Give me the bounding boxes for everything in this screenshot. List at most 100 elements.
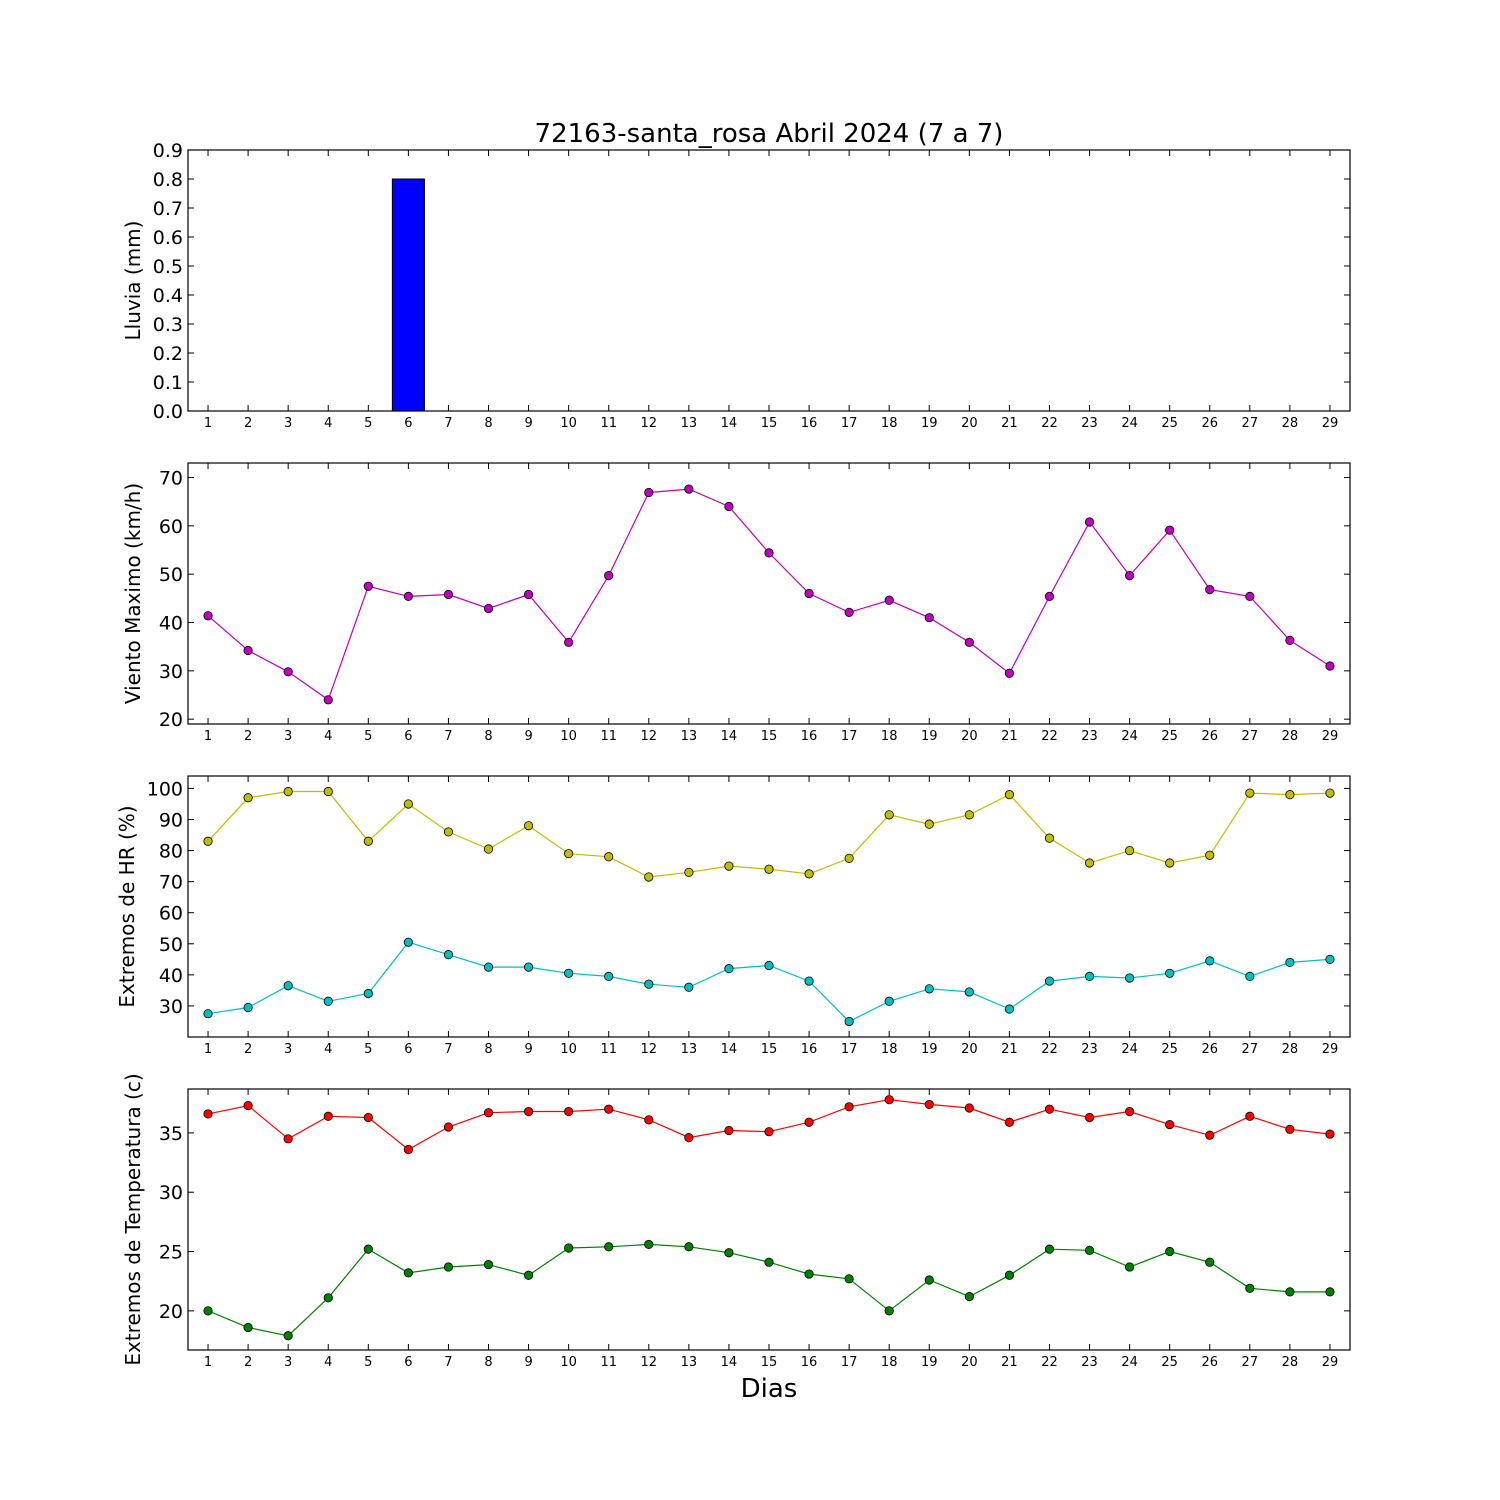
data-point bbox=[1245, 788, 1255, 798]
x-tick-label: 24 bbox=[1121, 729, 1138, 744]
data-point bbox=[443, 950, 454, 960]
y-tick-label: 0.9 bbox=[153, 140, 183, 162]
x-tick-label: 6 bbox=[404, 416, 412, 431]
x-tick-label: 9 bbox=[524, 1042, 532, 1057]
data-point bbox=[323, 695, 333, 705]
x-tick-label: 18 bbox=[881, 416, 898, 431]
data-point bbox=[1205, 850, 1215, 860]
x-tick-label: 20 bbox=[961, 416, 978, 431]
data-point bbox=[724, 1248, 734, 1258]
data-point bbox=[1125, 973, 1135, 983]
x-tick-label: 10 bbox=[560, 729, 577, 744]
data-point bbox=[724, 964, 734, 974]
x-tick-label: 23 bbox=[1081, 729, 1098, 744]
data-point bbox=[644, 872, 654, 882]
x-tick-label: 25 bbox=[1161, 729, 1178, 744]
x-tick-label: 23 bbox=[1081, 416, 1098, 431]
data-point bbox=[804, 588, 814, 599]
data-point bbox=[1285, 957, 1295, 968]
x-tick-label: 20 bbox=[961, 729, 978, 744]
y-axis-label: Viento Maximo (km/h) bbox=[121, 483, 145, 704]
x-tick-label: 13 bbox=[681, 1042, 698, 1057]
data-point bbox=[924, 819, 934, 829]
chart-title: 72163-santa_rosa Abril 2024 (7 a 7) bbox=[535, 119, 1004, 149]
data-point bbox=[483, 603, 494, 614]
data-point bbox=[924, 613, 934, 623]
data-point bbox=[1205, 956, 1215, 966]
x-tick-label: 17 bbox=[841, 416, 858, 431]
x-tick-label: 13 bbox=[681, 416, 698, 431]
data-point bbox=[243, 793, 253, 803]
x-tick-label: 24 bbox=[1121, 416, 1138, 431]
data-point bbox=[764, 1127, 774, 1137]
data-point bbox=[604, 571, 614, 581]
data-point bbox=[724, 501, 734, 512]
data-point bbox=[443, 827, 454, 837]
x-tick-label: 1 bbox=[204, 1042, 212, 1057]
y-tick-label: 20 bbox=[159, 1301, 183, 1323]
x-tick-label: 14 bbox=[721, 1042, 738, 1057]
data-point bbox=[363, 988, 373, 999]
data-point bbox=[924, 984, 934, 994]
x-tick-label: 2 bbox=[244, 416, 252, 431]
series-line bbox=[207, 790, 1331, 878]
data-point bbox=[283, 1331, 293, 1341]
x-tick-label: 14 bbox=[721, 729, 738, 744]
data-point bbox=[1125, 845, 1135, 856]
data-point bbox=[1245, 1283, 1255, 1293]
x-tick-label: 5 bbox=[364, 729, 372, 744]
x-tick-label: 29 bbox=[1322, 416, 1339, 431]
x-tick-label: 8 bbox=[484, 1042, 492, 1057]
x-tick-label: 2 bbox=[244, 729, 252, 744]
x-tick-label: 13 bbox=[681, 729, 698, 744]
x-tick-label: 19 bbox=[921, 1355, 938, 1370]
data-point bbox=[804, 976, 814, 986]
plot-frame bbox=[187, 462, 1351, 725]
data-point bbox=[443, 1262, 454, 1272]
data-point bbox=[363, 581, 373, 591]
x-axis-label: Dias bbox=[741, 1374, 798, 1404]
x-tick-label: 21 bbox=[1001, 1355, 1018, 1370]
x-tick-label: 7 bbox=[444, 1355, 452, 1370]
x-tick-label: 12 bbox=[641, 729, 658, 744]
y-tick-label: 70 bbox=[159, 872, 183, 894]
x-tick-label: 25 bbox=[1161, 1355, 1178, 1370]
data-point bbox=[523, 589, 534, 600]
x-tick-label: 17 bbox=[841, 1355, 858, 1370]
x-tick-label: 29 bbox=[1322, 729, 1339, 744]
data-point bbox=[1084, 971, 1095, 982]
x-tick-label: 3 bbox=[284, 1042, 292, 1057]
data-point bbox=[523, 821, 534, 831]
y-tick-label: 0.4 bbox=[153, 285, 183, 307]
data-point bbox=[1325, 788, 1335, 798]
data-point bbox=[403, 1144, 413, 1155]
x-tick-label: 4 bbox=[324, 729, 332, 744]
data-point bbox=[724, 861, 734, 871]
data-point bbox=[363, 1112, 373, 1123]
x-tick-label: 12 bbox=[641, 1042, 658, 1057]
y-tick-label: 0.1 bbox=[153, 372, 183, 394]
x-tick-label: 25 bbox=[1161, 1042, 1178, 1057]
x-tick-label: 26 bbox=[1201, 1355, 1218, 1370]
data-point bbox=[523, 1106, 534, 1117]
x-tick-label: 24 bbox=[1121, 1042, 1138, 1057]
data-point bbox=[884, 996, 894, 1006]
y-tick-label: 30 bbox=[159, 661, 183, 683]
x-tick-label: 5 bbox=[364, 416, 372, 431]
data-point bbox=[844, 1274, 854, 1284]
x-tick-label: 14 bbox=[721, 1355, 738, 1370]
x-tick-label: 15 bbox=[761, 1042, 778, 1057]
x-tick-label: 28 bbox=[1282, 1042, 1299, 1057]
data-point bbox=[924, 1099, 934, 1110]
y-tick-label: 80 bbox=[159, 841, 183, 863]
x-tick-label: 23 bbox=[1081, 1355, 1098, 1370]
y-tick-label: 35 bbox=[159, 1123, 183, 1145]
x-tick-label: 9 bbox=[524, 416, 532, 431]
x-tick-label: 1 bbox=[204, 1355, 212, 1370]
data-point bbox=[844, 1016, 854, 1027]
data-point bbox=[1004, 1117, 1015, 1127]
data-point bbox=[764, 548, 774, 558]
data-point bbox=[1125, 1262, 1135, 1272]
x-tick-label: 10 bbox=[560, 416, 577, 431]
